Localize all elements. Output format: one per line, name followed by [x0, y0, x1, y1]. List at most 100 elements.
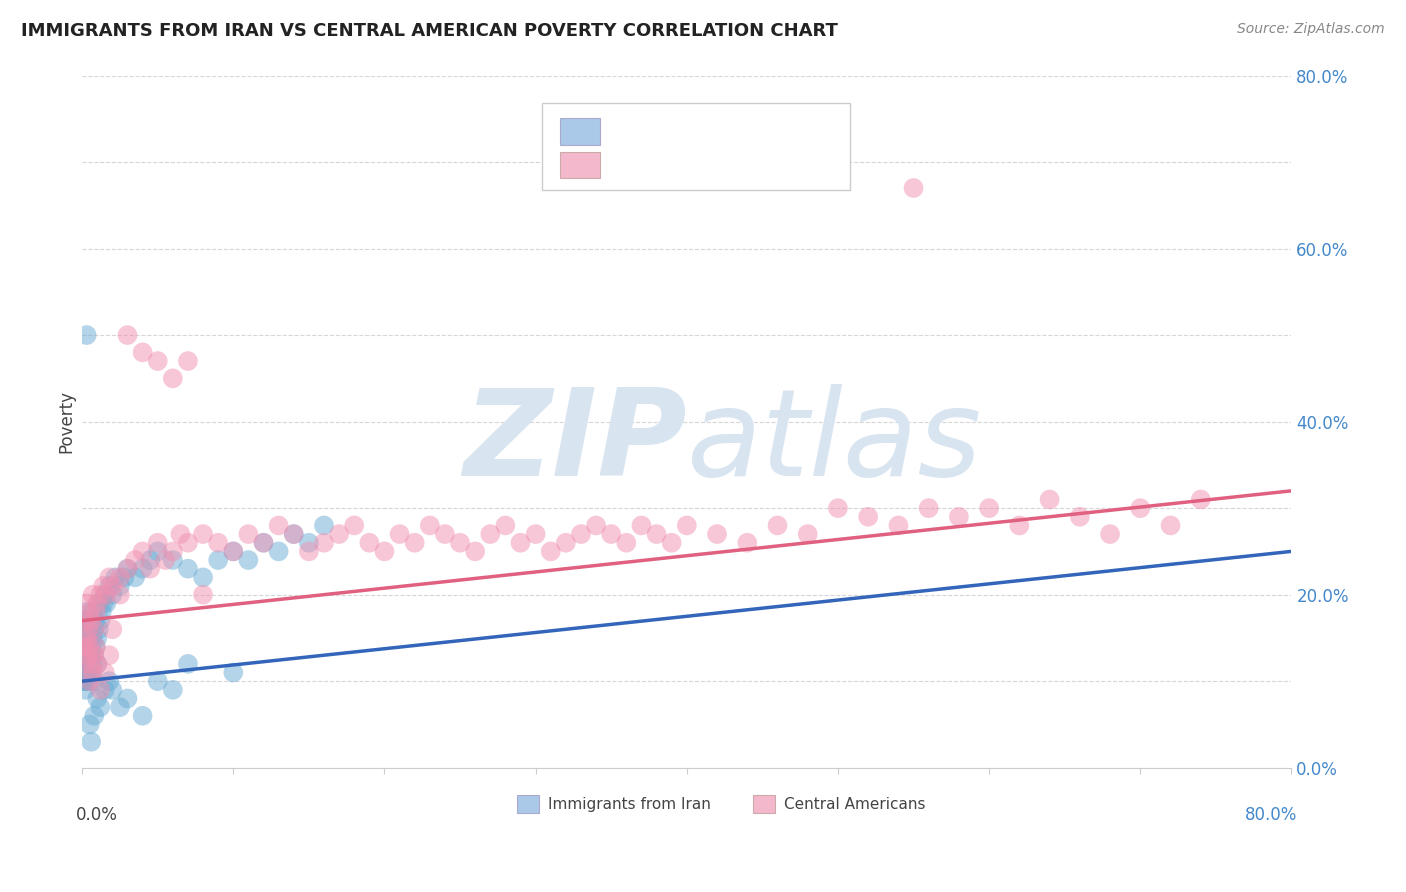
- Point: [108, 570, 131, 584]
- Point: [80, 657, 103, 671]
- Point: [82, 588, 104, 602]
- Point: [76, 605, 98, 619]
- Text: ZIP: ZIP: [463, 384, 686, 501]
- Point: [82, 657, 104, 671]
- Point: [75, 614, 97, 628]
- Point: [79, 674, 101, 689]
- Point: [72, 665, 94, 680]
- Point: [89, 614, 111, 628]
- Point: [614, 535, 637, 549]
- Point: [82, 631, 104, 645]
- Point: [827, 501, 849, 516]
- Point: [252, 535, 274, 549]
- Point: [80, 614, 103, 628]
- Point: [94, 588, 117, 602]
- Point: [80, 735, 103, 749]
- Point: [298, 535, 321, 549]
- Point: [76, 640, 98, 654]
- Point: [146, 535, 169, 549]
- Point: [948, 509, 970, 524]
- Point: [82, 665, 104, 680]
- Point: [162, 371, 184, 385]
- Text: R =  0.321   N = 84: R = 0.321 N = 84: [616, 119, 792, 136]
- FancyBboxPatch shape: [517, 796, 540, 813]
- Point: [75, 657, 97, 671]
- Point: [83, 648, 105, 663]
- Point: [162, 553, 184, 567]
- Point: [87, 622, 110, 636]
- Point: [86, 691, 108, 706]
- Point: [76, 596, 98, 610]
- Point: [585, 518, 607, 533]
- Point: [191, 570, 214, 584]
- Point: [155, 553, 177, 567]
- Point: [267, 544, 290, 558]
- Point: [77, 614, 100, 628]
- Point: [77, 648, 100, 663]
- Point: [124, 553, 146, 567]
- Point: [72, 640, 94, 654]
- Point: [108, 700, 131, 714]
- Point: [630, 518, 652, 533]
- Point: [766, 518, 789, 533]
- Point: [76, 328, 98, 343]
- Point: [524, 527, 547, 541]
- Point: [131, 708, 153, 723]
- Point: [76, 657, 98, 671]
- Point: [388, 527, 411, 541]
- Point: [87, 596, 110, 610]
- Point: [222, 544, 245, 558]
- Point: [735, 535, 758, 549]
- Point: [86, 657, 108, 671]
- Point: [94, 682, 117, 697]
- Point: [131, 544, 153, 558]
- Text: 80.0%: 80.0%: [1246, 805, 1298, 824]
- Point: [146, 354, 169, 368]
- Point: [131, 562, 153, 576]
- Point: [796, 527, 818, 541]
- FancyBboxPatch shape: [541, 103, 851, 190]
- Point: [1129, 501, 1152, 516]
- Point: [207, 553, 229, 567]
- Point: [90, 605, 112, 619]
- Point: [449, 535, 471, 549]
- Text: R =  0.354   N = 98: R = 0.354 N = 98: [616, 152, 792, 169]
- Point: [72, 648, 94, 663]
- Point: [162, 682, 184, 697]
- Point: [79, 640, 101, 654]
- Point: [98, 648, 121, 663]
- Point: [72, 640, 94, 654]
- Point: [101, 588, 124, 602]
- Text: 0.0%: 0.0%: [76, 805, 118, 824]
- Point: [75, 614, 97, 628]
- Point: [569, 527, 592, 541]
- Text: IMMIGRANTS FROM IRAN VS CENTRAL AMERICAN POVERTY CORRELATION CHART: IMMIGRANTS FROM IRAN VS CENTRAL AMERICAN…: [21, 22, 838, 40]
- Point: [267, 518, 290, 533]
- Point: [177, 657, 200, 671]
- Point: [89, 700, 111, 714]
- Point: [86, 596, 108, 610]
- FancyBboxPatch shape: [754, 796, 775, 813]
- Point: [207, 535, 229, 549]
- Point: [98, 570, 121, 584]
- Point: [328, 527, 350, 541]
- Point: [76, 665, 98, 680]
- Point: [404, 535, 426, 549]
- Point: [494, 518, 516, 533]
- Point: [252, 535, 274, 549]
- Point: [661, 535, 683, 549]
- Point: [433, 527, 456, 541]
- Point: [312, 535, 335, 549]
- Point: [75, 682, 97, 697]
- FancyBboxPatch shape: [560, 152, 600, 178]
- Point: [76, 622, 98, 636]
- Point: [83, 674, 105, 689]
- Point: [146, 674, 169, 689]
- Point: [343, 518, 366, 533]
- Text: Source: ZipAtlas.com: Source: ZipAtlas.com: [1237, 22, 1385, 37]
- Point: [298, 544, 321, 558]
- Point: [706, 527, 728, 541]
- Point: [139, 553, 162, 567]
- Point: [79, 605, 101, 619]
- Point: [479, 527, 502, 541]
